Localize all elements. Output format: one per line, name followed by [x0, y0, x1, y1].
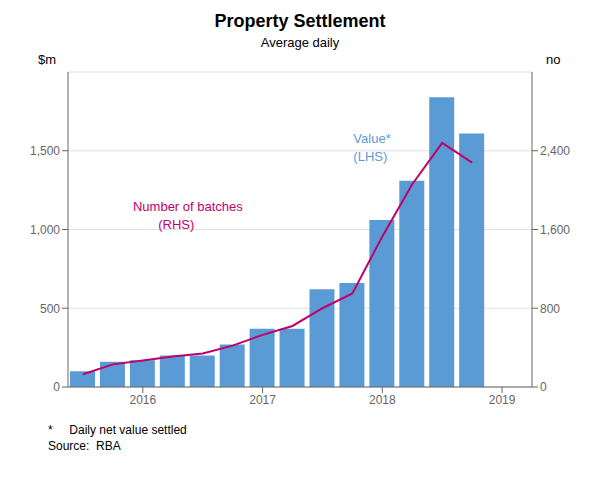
svg-text:2018: 2018	[369, 393, 396, 407]
html-text:Average daily: Average daily	[260, 35, 340, 50]
html-text:Value* (LHS): Value* (LHS)	[353, 131, 391, 165]
svg-text:0: 0	[540, 380, 547, 394]
svg-text:2017: 2017	[249, 393, 276, 407]
svg-text:1,000: 1,000	[30, 223, 60, 237]
svg-text:1,500: 1,500	[30, 144, 60, 158]
html-text:* Daily net value settled: * Daily net value settled	[48, 423, 187, 437]
svg-text:500: 500	[40, 302, 60, 316]
html-text:Number of batches (RHS): Number of batches (RHS)	[133, 199, 243, 232]
html-text:Property Settlement: Property Settlement	[214, 11, 386, 31]
svg-text:800: 800	[540, 302, 560, 316]
svg-text:2019: 2019	[489, 393, 516, 407]
svg-text:1,600: 1,600	[540, 223, 570, 237]
html-text:$m: $m	[38, 52, 57, 67]
svg-text:0: 0	[53, 380, 60, 394]
html-text:no: no	[546, 52, 561, 67]
svg-text:2016: 2016	[129, 393, 156, 407]
svg-text:2,400: 2,400	[540, 144, 570, 158]
html-text:Source: RBA: Source: RBA	[48, 439, 121, 453]
